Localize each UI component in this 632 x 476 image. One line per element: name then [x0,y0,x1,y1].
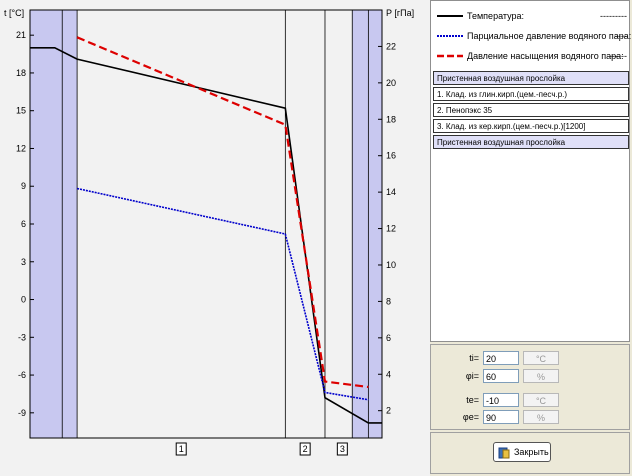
right-tick-label: 2 [386,406,391,416]
layer-number: 1 [179,444,184,454]
right-tick-label: 16 [386,151,396,161]
left-tick-label: -6 [18,370,26,380]
phii-input[interactable]: 60 [483,369,519,383]
plot-frame [29,9,383,439]
left-tick-label: 18 [16,68,26,78]
right-axis-label: P [гПа] [386,8,414,18]
layer-item[interactable]: 2. Пенопэкс 35 [433,103,629,117]
legend-temperature: Температура: --------- [437,9,627,25]
left-tick-label: -3 [18,332,26,342]
right-tick-label: 8 [386,296,391,306]
phii-unit: % [523,369,559,383]
right-tick-label: 20 [386,78,396,88]
legend-partial-pattern: ---- [615,31,627,41]
te-input[interactable]: -10 [483,393,519,407]
left-tick-label: 12 [16,143,26,153]
ti-unit: °C [523,351,559,365]
layer-number: 2 [303,444,308,454]
phie-label: φe= [462,412,479,422]
right-tick-label: 18 [386,114,396,124]
layer-item[interactable]: 1. Клад. из глин.кирп.(цем.-песч.р.) [433,87,629,101]
phie-row: φe= [439,410,479,426]
ti-input[interactable]: 20 [483,351,519,365]
close-button-label: Закрыть [514,447,549,457]
close-panel: Закрыть [430,432,630,474]
right-tick-label: 10 [386,260,396,270]
layer-list[interactable]: Пристенная воздушная прослойка 1. Клад. … [433,71,629,151]
layer-number: 3 [340,444,345,454]
legend-panel: Температура: --------- Парциальное давле… [430,0,631,342]
te-unit: °C [523,393,559,407]
left-tick-label: 3 [21,257,26,267]
right-tick-label: 4 [386,369,391,379]
temperature-line-icon [437,15,463,17]
left-tick-label: 9 [21,181,26,191]
saturation-line-icon [437,54,463,58]
right-tick-label: 6 [386,333,391,343]
legend-partial: Парциальное давление водяного пара: ---- [437,29,631,45]
te-row: te= [439,393,479,409]
legend-saturation-pattern: ------ [609,51,627,61]
layer-item[interactable]: Пристенная воздушная прослойка [433,71,629,85]
partial-line-icon [437,35,463,37]
phii-label: φi= [465,371,479,381]
close-button[interactable]: Закрыть [493,442,551,462]
temperature-series [30,46,382,424]
right-tick-label: 22 [386,41,396,51]
partial-pressure-series [76,187,369,401]
params-panel: ti= 20 °C φi= 60 % te= -10 °C φe= 90 % [430,344,630,430]
layer-number-box [336,442,348,456]
saturation-pressure-series [76,36,369,389]
ti-row: ti= [439,351,479,367]
air-layer-outer [352,10,382,438]
layer-item[interactable]: 3. Клад. из кер.кирп.(цем.-песч.р.)[1200… [433,119,629,133]
left-tick-label: 21 [16,30,26,40]
legend-temperature-pattern: --------- [600,11,627,21]
legend-saturation: Давление насыщения водяного пара: ------ [437,49,627,65]
left-tick-label: 0 [21,295,26,305]
right-tick-label: 12 [386,224,396,234]
layer-number-box [299,442,311,456]
phie-unit: % [523,410,559,424]
left-tick-label: -9 [18,408,26,418]
legend-partial-label: Парциальное давление водяного пара: [467,31,632,41]
ti-label: ti= [469,353,479,363]
air-layer-inner [30,10,78,438]
phii-row: φi= [439,369,479,385]
left-axis-label: t [°C] [4,8,24,18]
legend-temperature-label: Температура: [467,11,525,21]
left-tick-label: 15 [16,106,26,116]
chart-area: 21 18 15 12 9 6 3 0 -3 -6 -9 22 20 18 16 14 12 10 8 6 4 2 t [°… [0,0,430,476]
phie-input[interactable]: 90 [483,410,519,424]
layer-number-box [175,442,187,456]
layer-item[interactable]: Пристенная воздушная прослойка [433,135,629,149]
legend-saturation-label: Давление насыщения водяного пара: [467,51,624,61]
right-tick-label: 14 [386,187,396,197]
te-label: te= [466,395,479,405]
close-door-icon [498,447,510,459]
left-tick-label: 6 [21,219,26,229]
